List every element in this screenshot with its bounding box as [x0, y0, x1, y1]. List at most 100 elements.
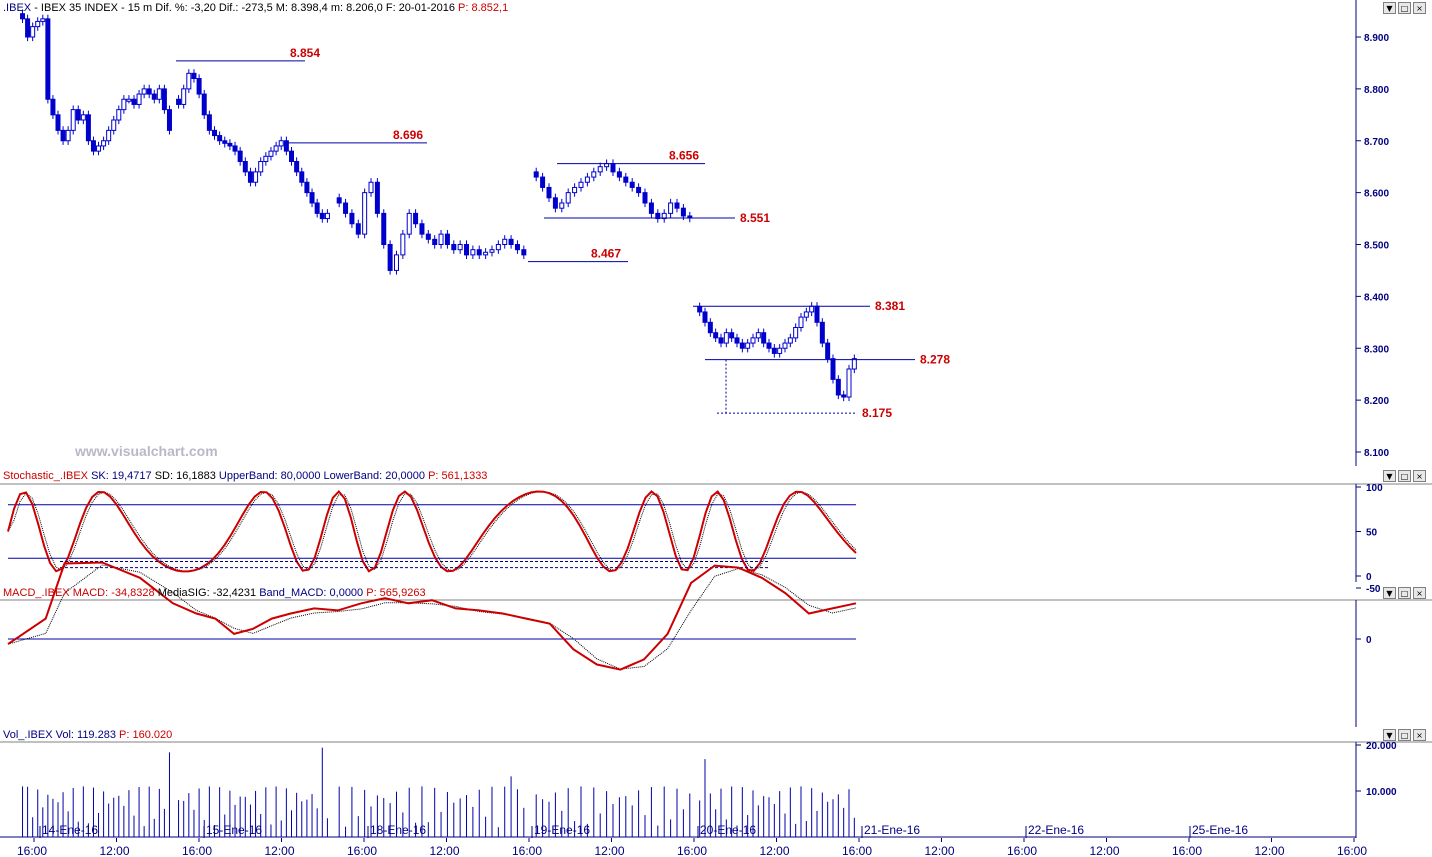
candle-body	[734, 337, 740, 344]
macd-band: Band_MACD: 0,0000	[259, 587, 364, 599]
candle-body	[146, 88, 152, 95]
candle-body	[232, 145, 238, 152]
close-button[interactable]: ×	[1413, 729, 1426, 741]
candle-body	[393, 254, 399, 271]
candle-body	[151, 93, 157, 100]
candle-body	[502, 238, 508, 245]
level-label: 8.854	[290, 46, 320, 60]
candle-body	[362, 192, 368, 235]
candle-body	[419, 223, 425, 235]
close-button[interactable]: ×	[1413, 587, 1426, 599]
maximize-button[interactable]: □	[1398, 2, 1411, 14]
maximize-button[interactable]: □	[1398, 729, 1411, 741]
stoch-sk: SK: 19,4717	[91, 470, 152, 482]
candle-body	[45, 18, 51, 100]
candle-body	[237, 150, 243, 162]
stoch-sd-line	[7, 491, 857, 572]
candle-body	[713, 332, 719, 339]
close-button[interactable]: ×	[1413, 470, 1426, 482]
candle-body	[106, 129, 112, 142]
stoch-axis-label: 50	[1366, 528, 1378, 539]
price-tick-label: 8.600	[1364, 189, 1389, 200]
candle-body	[400, 233, 406, 256]
candle-body	[830, 358, 836, 380]
candle-body	[381, 212, 387, 245]
candle-body	[787, 337, 793, 344]
candle-body	[636, 186, 642, 194]
candle-body	[591, 171, 597, 178]
candle-body	[242, 161, 248, 173]
candle-body	[803, 311, 809, 318]
dif: Dif.: -273,5	[218, 2, 273, 14]
date-label: 18-Ene-16	[370, 823, 426, 837]
candle-body	[96, 145, 102, 152]
macd-signal-line	[7, 564, 857, 670]
candle-body	[65, 129, 71, 142]
support-resistance-levels: 8.854 8.696 8.656 8.551 8.467 8.381 8.278 8.175	[176, 46, 950, 420]
candle-body	[299, 171, 305, 183]
candle-body	[464, 244, 470, 256]
close-button[interactable]: ×	[1413, 2, 1426, 14]
candle-body	[101, 140, 107, 147]
vol-value: Vol: 119.283	[55, 729, 116, 741]
candle-body	[141, 88, 147, 95]
price-header: .IBEX - IBEX 35 INDEX - 15 m Dif. %: -3,…	[3, 2, 509, 14]
candle-body	[60, 129, 66, 142]
macd-window-buttons: ▼ □ ×	[1383, 587, 1426, 599]
candle-body	[30, 26, 36, 38]
minimize-button[interactable]: ▼	[1383, 470, 1396, 482]
candle-body	[206, 114, 212, 131]
candle-body	[25, 18, 31, 38]
date-label: 15-Ene-16	[206, 823, 262, 837]
volume-panel	[0, 741, 1432, 838]
candle-body	[314, 202, 320, 214]
candle-body	[413, 212, 419, 225]
minimize-button[interactable]: ▼	[1383, 2, 1396, 14]
time-label: 16:00	[1337, 844, 1367, 857]
candle-body	[126, 98, 132, 102]
symbol: .IBEX	[3, 2, 32, 14]
date-label: 19-Ene-16	[534, 823, 590, 837]
candle-body	[668, 202, 674, 214]
candle-body	[201, 93, 207, 116]
candle-body	[156, 88, 162, 100]
candle-body	[718, 337, 724, 344]
maximize-button[interactable]: □	[1398, 587, 1411, 599]
candle-body	[319, 212, 325, 220]
candle-body	[489, 249, 495, 253]
candle-body	[191, 72, 197, 79]
candle-body	[578, 181, 584, 188]
candle-body	[268, 150, 274, 157]
candle-body	[425, 233, 431, 240]
candle-body	[761, 332, 767, 344]
maximize-button[interactable]: □	[1398, 470, 1411, 482]
candle-body	[176, 98, 182, 105]
candle-body	[131, 98, 137, 105]
candle-body	[253, 171, 259, 183]
date-label: 21-Ene-16	[864, 823, 920, 837]
candle-body	[161, 88, 167, 111]
vol-window-buttons: ▼ □ ×	[1383, 729, 1426, 741]
time-label: 16:00	[512, 844, 542, 857]
candle-body	[111, 119, 117, 131]
candle-body	[55, 114, 61, 131]
candle-body	[702, 311, 708, 323]
candle-body	[349, 212, 355, 225]
candle-body	[263, 155, 269, 162]
max-value: M: 8.398,4	[275, 2, 328, 14]
candle-body	[552, 197, 558, 209]
candle-body	[841, 394, 847, 398]
stoch-window-buttons: ▼ □ ×	[1383, 470, 1426, 482]
candle-body	[697, 306, 703, 313]
candle-body	[278, 140, 284, 147]
minimize-button[interactable]: ▼	[1383, 587, 1396, 599]
stoch-lower: LowerBand: 20,0000	[323, 470, 426, 482]
macd-lines	[7, 560, 857, 671]
candle-body	[642, 192, 648, 204]
last-price: P: 8.852,1	[458, 2, 509, 14]
candle-body	[814, 305, 820, 323]
candle-body	[798, 316, 804, 328]
minimize-button[interactable]: ▼	[1383, 729, 1396, 741]
level-label: 8.696	[393, 128, 423, 142]
candle-body	[766, 342, 772, 349]
